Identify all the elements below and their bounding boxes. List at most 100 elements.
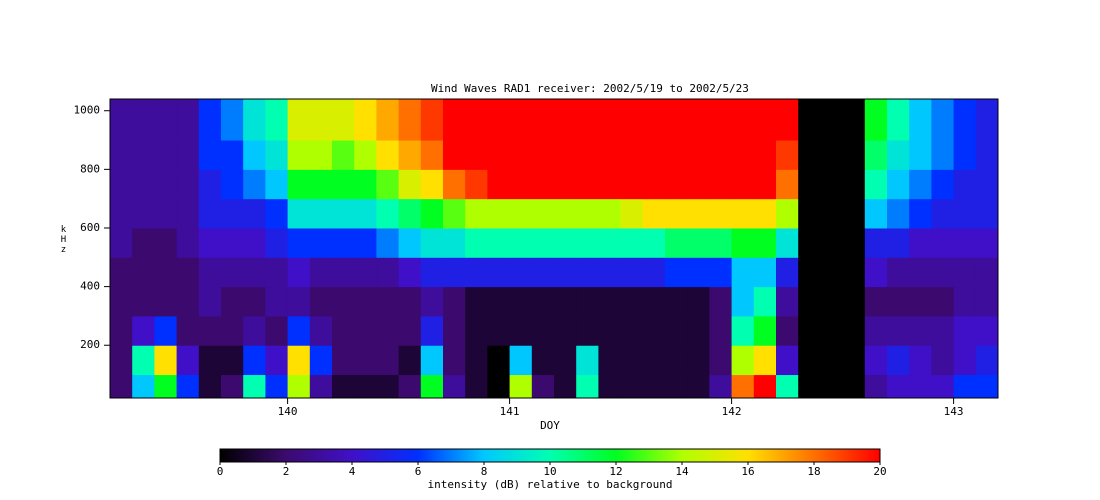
heatmap-cell <box>443 169 466 200</box>
heatmap-cell <box>798 257 821 288</box>
heatmap-cell <box>332 227 355 258</box>
heatmap-cell <box>642 374 666 399</box>
heatmap-cell <box>620 198 644 229</box>
heatmap-cell <box>864 374 888 399</box>
heatmap-cell <box>265 140 289 170</box>
heatmap-cell <box>132 286 155 317</box>
heatmap-cell <box>709 140 733 170</box>
heatmap-cell <box>154 257 178 288</box>
heatmap-cell <box>420 99 444 141</box>
heatmap-cell <box>221 345 244 376</box>
heatmap-cell <box>753 315 777 346</box>
heatmap-cell <box>110 315 133 346</box>
heatmap-cell <box>887 286 910 317</box>
plot-frame <box>109 98 999 399</box>
heatmap-cell <box>132 374 155 399</box>
heatmap-cell <box>531 257 555 288</box>
heatmap-cell <box>243 315 266 346</box>
heatmap-cell <box>376 169 400 200</box>
heatmap-cell <box>531 140 555 170</box>
heatmap-cell <box>221 169 244 200</box>
heatmap-cell <box>198 140 222 170</box>
heatmap-cell <box>176 198 200 229</box>
heatmap-cell <box>731 99 755 141</box>
heatmap-cell <box>110 99 133 141</box>
heatmap-cell <box>909 198 932 229</box>
heatmap-cell <box>287 257 311 288</box>
heatmap-cell <box>198 257 222 288</box>
colorbar-tick-label: 2 <box>283 465 290 478</box>
heatmap-cell <box>598 374 622 399</box>
heatmap-cell <box>953 227 977 258</box>
heatmap-cell <box>887 257 910 288</box>
heatmap-cell <box>332 315 355 346</box>
heatmap-cell <box>309 99 333 141</box>
heatmap-cell <box>576 257 599 288</box>
heatmap-cell <box>332 286 355 317</box>
heatmap-cell <box>509 286 533 317</box>
heatmap-cell <box>598 140 622 170</box>
heatmap-cell <box>709 345 733 376</box>
heatmap-cell <box>620 169 644 200</box>
x-tick-label: 143 <box>944 405 964 418</box>
heatmap-cell <box>376 257 400 288</box>
heatmap-cell <box>620 315 644 346</box>
heatmap-cell <box>265 374 289 399</box>
heatmap-cell <box>820 315 844 346</box>
heatmap-cell <box>753 257 777 288</box>
heatmap-cell <box>665 169 688 200</box>
heatmap-cell <box>154 140 178 170</box>
heatmap-cell <box>110 198 133 229</box>
heatmap-cell <box>221 99 244 141</box>
heatmap-cell <box>465 140 488 170</box>
x-tick-label: 141 <box>500 405 520 418</box>
colorbar-tick-label: 18 <box>807 465 820 478</box>
heatmap-cell <box>953 374 977 399</box>
heatmap-cell <box>487 99 511 141</box>
heatmap-cell <box>420 286 444 317</box>
heatmap-cell <box>398 169 422 200</box>
heatmap-cell <box>132 315 155 346</box>
heatmap-cell <box>864 315 888 346</box>
heatmap-cell <box>665 374 688 399</box>
heatmap-cell <box>820 198 844 229</box>
heatmap-cell <box>376 315 400 346</box>
heatmap-cell <box>642 227 666 258</box>
heatmap-cell <box>176 169 200 200</box>
heatmap-cell <box>309 169 333 200</box>
heatmap-cell <box>243 169 266 200</box>
heatmap-cell <box>376 227 400 258</box>
heatmap-cell <box>931 345 955 376</box>
heatmap-cell <box>864 227 888 258</box>
heatmap-cell <box>820 374 844 399</box>
heatmap-cell <box>975 257 999 288</box>
heatmap-cell <box>443 286 466 317</box>
heatmap-cell <box>376 198 400 229</box>
heatmap-cell <box>953 198 977 229</box>
heatmap-cell <box>354 286 377 317</box>
heatmap-cell <box>221 227 244 258</box>
heatmap-cell <box>465 374 488 399</box>
heatmap-cell <box>398 286 422 317</box>
heatmap-cell <box>154 227 178 258</box>
heatmap-cell <box>864 169 888 200</box>
heatmap-cell <box>842 345 866 376</box>
heatmap-cell <box>509 198 533 229</box>
heatmap-cell <box>709 286 733 317</box>
heatmap-cell <box>931 198 955 229</box>
heatmap-cell <box>420 257 444 288</box>
heatmap-cell <box>443 99 466 141</box>
heatmap-cell <box>443 140 466 170</box>
heatmap-cell <box>465 227 488 258</box>
heatmap-cell <box>443 227 466 258</box>
x-tick-label: 140 <box>278 405 298 418</box>
heatmap-cell <box>398 227 422 258</box>
heatmap-cell <box>176 315 200 346</box>
heatmap-cell <box>354 315 377 346</box>
heatmap-cell <box>287 140 311 170</box>
heatmap-cell <box>953 286 977 317</box>
heatmap-cell <box>776 140 799 170</box>
heatmap-cell <box>332 198 355 229</box>
heatmap-cell <box>221 257 244 288</box>
heatmap-cell <box>731 374 755 399</box>
